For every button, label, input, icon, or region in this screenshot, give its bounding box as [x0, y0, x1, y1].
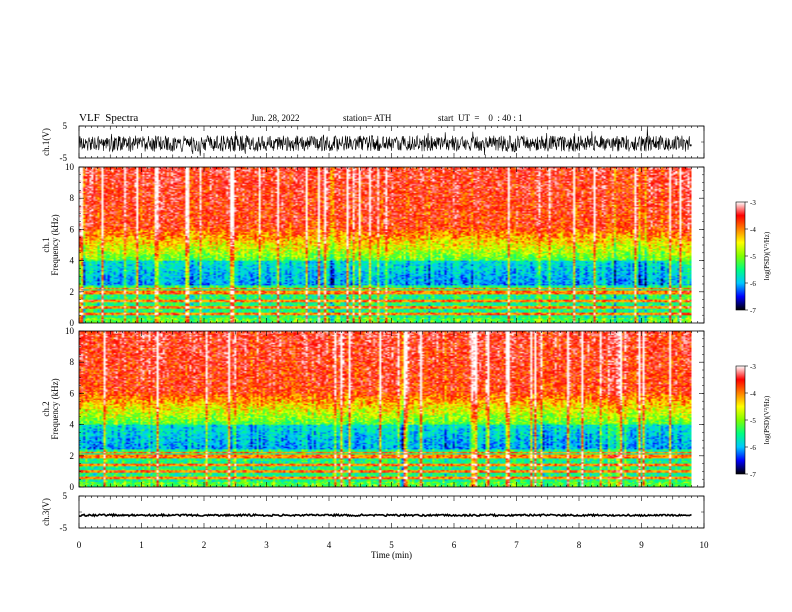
start-time-label: start UT = 0 : 40 : 1: [438, 113, 523, 123]
x-tick-label: 10: [700, 540, 710, 550]
x-tick-label: 3: [264, 540, 269, 550]
date-label: Jun. 28, 2022: [251, 113, 300, 123]
ch1-waveform-line: [78, 127, 692, 156]
x-tick-label: 0: [77, 540, 82, 550]
colorbar-label-ch1: log(PSD)(V²/Hz): [763, 231, 771, 280]
y-axis-label-ch2: ch.2 Frequency (kHz): [41, 378, 60, 439]
y-tick-label-ch2: 0: [70, 482, 75, 492]
y-axis-label-ch3: ch.3(V): [41, 498, 51, 526]
y-axis-label-text: ch.1(V): [41, 128, 51, 156]
y-axis-label-ch1: ch.1 Frequency (kHz): [41, 214, 60, 275]
colorbar-ch1: [735, 201, 746, 311]
y-axis-label-line2: Frequency (kHz): [50, 214, 60, 275]
y-axis-label-text: ch.3(V): [41, 498, 51, 526]
x-tick-label: 8: [577, 540, 582, 550]
x-tick-label: 5: [389, 540, 394, 550]
colorbar-tick-label-ch1: -3: [750, 199, 756, 207]
plot-title: VLF Spectra: [79, 112, 139, 124]
y-tick-label-ch1: 5: [63, 121, 68, 131]
y-tick-label-ch1: 10: [65, 162, 75, 172]
y-tick-label-ch3: 5: [63, 491, 68, 501]
ch3-waveform-line: [78, 512, 692, 518]
y-axis-label-ch1: ch.1(V): [41, 128, 51, 156]
y-axis-label-line1: ch.2: [41, 401, 51, 416]
colorbar-ch2: [735, 365, 746, 475]
colorbar-tick-label-ch2: -4: [750, 390, 756, 398]
colorbar-tick-label-ch1: -7: [750, 307, 756, 315]
y-axis-label-line1: ch.1: [41, 237, 51, 252]
y-tick-label-ch1: 4: [70, 256, 75, 266]
x-tick-label: 7: [514, 540, 519, 550]
colorbar-label-text: log(PSD)(V²/Hz): [763, 395, 771, 444]
y-tick-label-ch1: 0: [70, 318, 75, 328]
spectrogram-image-ch1: [79, 167, 692, 323]
x-tick-label: 9: [639, 540, 644, 550]
y-tick-label-ch1: 8: [70, 193, 75, 203]
x-tick-label: 4: [327, 540, 332, 550]
x-tick-label: 6: [452, 540, 457, 550]
x-tick-label: 2: [202, 540, 207, 550]
y-tick-label-ch2: 8: [70, 357, 75, 367]
colorbar-tick-label-ch1: -5: [750, 253, 756, 261]
colorbar-label-ch2: log(PSD)(V²/Hz): [763, 395, 771, 444]
y-axis-label-line2: Frequency (kHz): [50, 378, 60, 439]
y-tick-label-ch3: -5: [60, 523, 68, 533]
colorbar-label-text: log(PSD)(V²/Hz): [763, 231, 771, 280]
x-axis-label: Time (min): [371, 550, 412, 560]
spectrogram-image-ch2: [79, 331, 692, 487]
y-tick-label-ch1: 2: [70, 287, 75, 297]
y-tick-label-ch2: 4: [70, 420, 75, 430]
colorbar-tick-label-ch2: -3: [750, 363, 756, 371]
colorbar-tick-label-ch2: -7: [750, 471, 756, 479]
colorbar-tick-label-ch1: -6: [750, 280, 756, 288]
y-tick-label-ch1: -5: [60, 153, 68, 163]
y-tick-label-ch1: 6: [70, 224, 75, 234]
colorbar-tick-label-ch2: -6: [750, 444, 756, 452]
station-label: station= ATH: [343, 113, 392, 123]
colorbar-tick-label-ch1: -4: [750, 226, 756, 234]
colorbar-tick-label-ch2: -5: [750, 417, 756, 425]
x-tick-label: 1: [139, 540, 144, 550]
y-tick-label-ch2: 2: [70, 451, 75, 461]
y-tick-label-ch2: 10: [65, 326, 75, 336]
y-tick-label-ch2: 6: [70, 388, 75, 398]
